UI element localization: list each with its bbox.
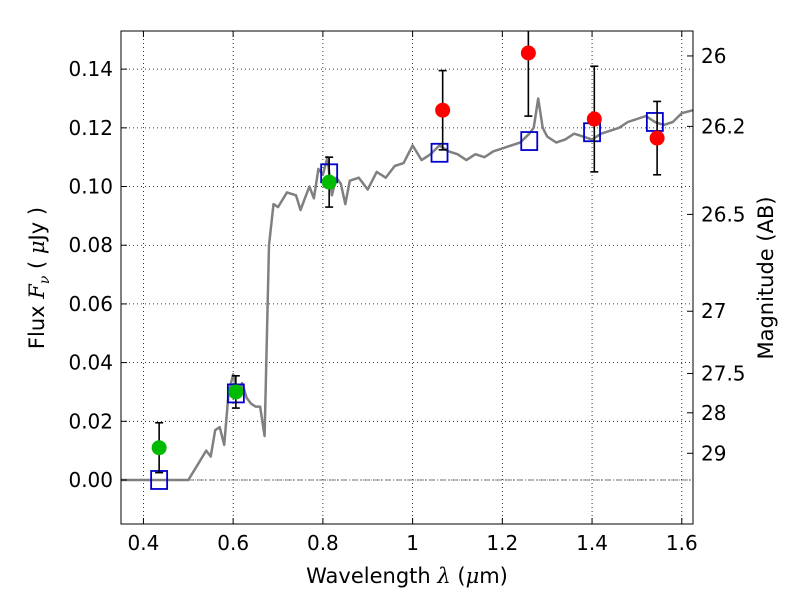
- x-tick-labels: 0.4 0.6 0.8 1 1.2 1.4 1.6: [128, 531, 698, 555]
- right-tick-label: 26.2: [701, 114, 746, 138]
- model-square: [430, 142, 449, 163]
- red-point: [586, 111, 602, 127]
- y-tick-label: 0.08: [68, 233, 113, 257]
- y-tick-label: 0.06: [68, 292, 113, 316]
- red-point: [649, 130, 665, 146]
- y-axis-label: Flux Fν ( μJy ): [25, 207, 53, 349]
- spectrum-line: [121, 97, 693, 482]
- y-tick-label: 0.04: [68, 351, 113, 375]
- right-tick-label: 29: [701, 441, 726, 465]
- x-tick-label: 1.4: [576, 531, 608, 555]
- right-axis-label: Magnitude (AB): [754, 196, 778, 359]
- green-point: [151, 440, 167, 456]
- plot-frame: [120, 30, 694, 525]
- y-tick-label: 0.10: [68, 175, 113, 199]
- y-tick-label: 0.14: [68, 57, 113, 81]
- green-point: [228, 384, 244, 400]
- x-tick-label: 0.6: [217, 531, 249, 555]
- model-square: [520, 131, 539, 151]
- axis-ticks: [121, 31, 693, 524]
- x-tick-label: 1.6: [666, 531, 698, 555]
- right-tick-label: 27.5: [701, 361, 746, 385]
- right-tick-label: 27: [701, 299, 726, 323]
- plot-data: [121, 31, 693, 490]
- right-tick-label: 26.5: [701, 202, 746, 226]
- x-tick-label: 0.8: [307, 531, 339, 555]
- x-axis-label: Wavelength λ (μm): [306, 564, 508, 588]
- red-point: [520, 45, 536, 61]
- right-tick-labels: 26 26.2 26.5 27 27.5 28 29: [701, 44, 746, 465]
- right-tick-label: 26: [701, 44, 726, 68]
- y-tick-label: 0.12: [68, 116, 113, 140]
- x-tick-label: 1.2: [486, 531, 518, 555]
- right-tick-label: 28: [701, 401, 726, 425]
- green-point: [321, 174, 337, 190]
- red-point: [435, 102, 451, 118]
- y-tick-labels: 0.00 0.02 0.04 0.06 0.08 0.10 0.12 0.14: [68, 57, 113, 492]
- x-tick-label: 1: [406, 531, 419, 555]
- y-tick-label: 0.00: [68, 468, 113, 492]
- x-tick-label: 0.4: [128, 531, 160, 555]
- y-tick-label: 0.02: [68, 409, 113, 433]
